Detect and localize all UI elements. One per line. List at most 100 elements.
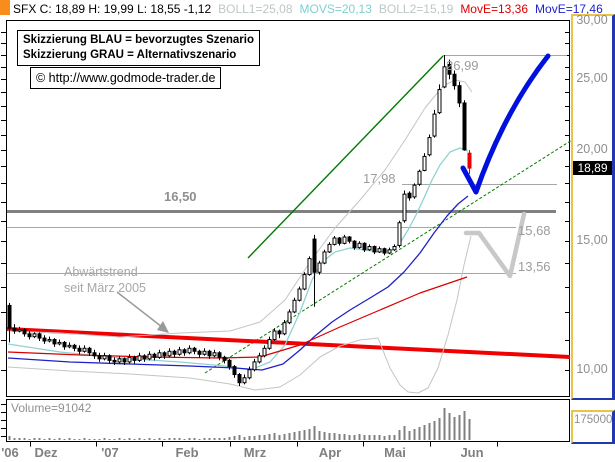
volume-bar [288, 433, 291, 440]
volume-bar [208, 438, 211, 440]
candle-body [392, 246, 397, 251]
candle-body [112, 359, 117, 363]
candle-body [367, 246, 372, 251]
upper-green-channel-line [247, 55, 444, 259]
candle-body [152, 353, 157, 358]
candle-body [82, 347, 87, 352]
candle-body [407, 192, 412, 199]
candle-body [212, 352, 217, 357]
volume-bar [428, 423, 431, 440]
volume-bar [58, 438, 61, 440]
price-panel-border [6, 20, 570, 397]
candle-body [447, 63, 452, 75]
candle-body [57, 341, 62, 345]
volume-bar [258, 435, 261, 440]
level-label: 26,99 [446, 58, 479, 73]
level-label: 16,50 [164, 189, 197, 204]
candle-body [207, 350, 212, 357]
volume-bar [53, 439, 56, 440]
volume-bar [293, 432, 296, 440]
candle-body [357, 242, 362, 249]
volume-bar [443, 408, 446, 440]
candle-body [182, 349, 187, 354]
month-axis-label: Mai [384, 445, 406, 460]
candle-body [397, 222, 402, 246]
candle-body [337, 237, 342, 244]
candle-body [217, 352, 222, 358]
volume-bar [383, 436, 386, 440]
candle-body [167, 350, 172, 357]
scenario-line-blue: Skizzierung BLAU = bevorzugtes Szenario [23, 34, 255, 46]
candle-body [172, 350, 177, 355]
candle-body [327, 243, 332, 253]
candle-body [332, 237, 337, 245]
candle-body [437, 89, 442, 114]
volume-bar [28, 439, 31, 440]
volume-bar [78, 439, 81, 440]
candle-body [132, 356, 137, 361]
candle-body [92, 352, 97, 357]
volume-bar [108, 439, 111, 440]
price-axis-label: 25,00 [576, 71, 608, 85]
candle-body [322, 251, 327, 264]
volume-bar [313, 426, 316, 440]
volume-bar [413, 429, 416, 440]
candle-body [287, 311, 292, 324]
scenario-legend-box: Skizzierung BLAU = bevorzugtes Szenario … [17, 30, 261, 66]
annotation-arrow-head [157, 321, 169, 333]
level-label: 15,68 [518, 223, 551, 238]
month-axis-label: '07 [101, 445, 119, 460]
volume-bar [43, 439, 46, 440]
volume-bar [278, 435, 281, 440]
candle-body [127, 356, 132, 363]
candle-body [282, 322, 287, 335]
candle-body [227, 359, 232, 368]
volume-bar [243, 437, 246, 440]
candle-body [432, 113, 437, 137]
candle-body [422, 155, 427, 171]
gray-alternative-scenario [463, 211, 527, 279]
downtrend-annotation-line1: Abwärtstrend [64, 265, 138, 279]
volume-bar [83, 438, 86, 440]
copyright-text: © http://www.godmode-trader.de [36, 71, 216, 85]
candle-body [382, 248, 387, 254]
candle-body [97, 355, 102, 360]
candle-body [7, 304, 12, 329]
candle-body [32, 333, 37, 338]
candle-body [42, 337, 47, 342]
volume-bar [423, 425, 426, 440]
volume-bar [168, 438, 171, 440]
bollinger-lower [7, 235, 472, 394]
candle-body [242, 377, 247, 384]
candle-body [402, 193, 407, 222]
candle-body [147, 353, 152, 360]
volume-bar [113, 439, 116, 440]
candle-body [362, 242, 367, 251]
month-axis-label: '06 [1, 445, 19, 460]
volume-bar [438, 418, 441, 440]
volume-bar [363, 435, 366, 440]
candle-body [342, 236, 347, 244]
candle-body [257, 355, 262, 363]
volume-bar [23, 438, 26, 440]
copyright-box: © http://www.godmode-trader.de [30, 67, 222, 89]
volume-bar [238, 435, 241, 440]
lower-green-trendline [204, 139, 573, 374]
candle-body [47, 339, 52, 342]
candle-body [117, 358, 122, 363]
price-axis-label: 30,00 [576, 13, 608, 27]
volume-bar [13, 438, 16, 440]
movs-line [7, 147, 469, 371]
volume-bar [378, 435, 381, 440]
candle-body [22, 329, 27, 335]
indicator-value-label: MovE=17,46 [535, 2, 603, 16]
candle-body [387, 249, 392, 254]
candle-body [252, 361, 257, 371]
volume-bar [248, 436, 251, 440]
candle-body [267, 339, 272, 349]
volume-bar [433, 421, 436, 440]
red-downtrend-line [6, 327, 571, 359]
indicator-value-label: BOLL2=15,19 [378, 2, 454, 16]
volume-bar [328, 433, 331, 440]
